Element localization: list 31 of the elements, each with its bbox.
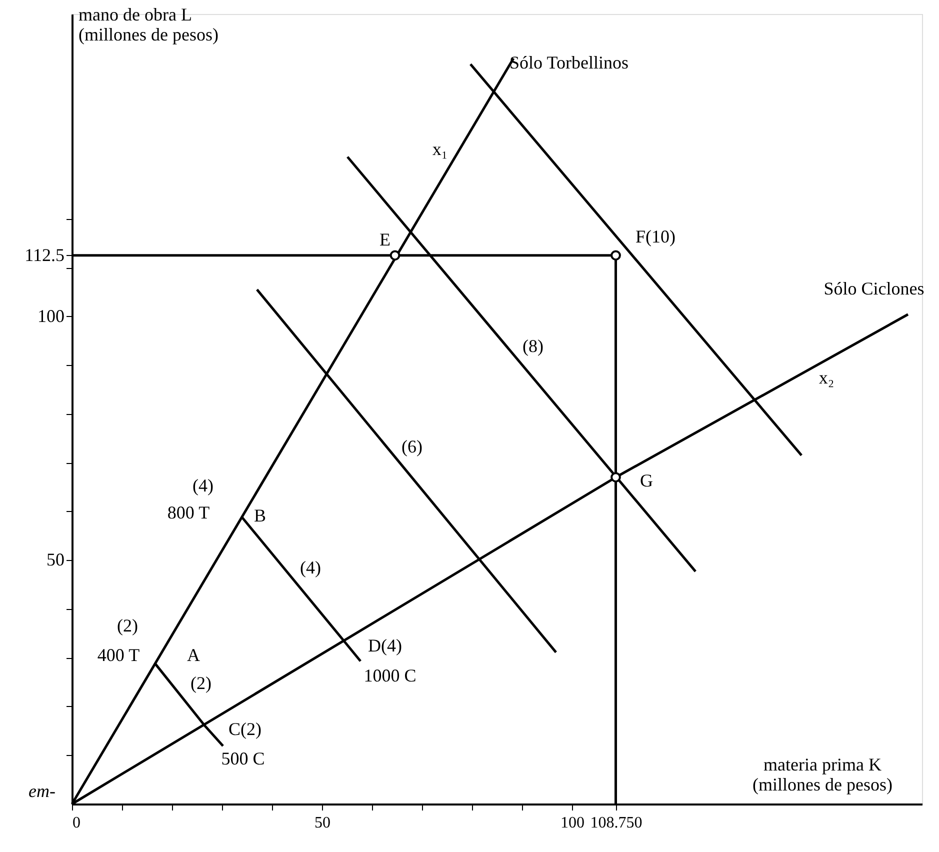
x-tick-label: 100 <box>560 814 584 832</box>
x-tick-label: 0 <box>72 814 80 832</box>
annotation: 800 T <box>167 502 210 522</box>
annotation: (4) <box>300 557 321 578</box>
annotation: G <box>640 470 653 491</box>
annotation: D(4) <box>368 635 402 656</box>
y-axis-title: mano de obra L (millones de pesos) <box>78 4 218 44</box>
annotation: (8) <box>522 336 544 356</box>
x-tick-label: 108.750 <box>590 814 642 832</box>
y-tick-label: 100 <box>38 306 64 326</box>
annotation: B <box>254 505 266 526</box>
annotation: (6) <box>402 436 422 457</box>
annotation: C(2) <box>228 718 262 739</box>
x-tick-label: 50 <box>314 814 330 832</box>
y-tick-label: 50 <box>46 550 64 570</box>
annotation: Sólo Torbellinos <box>510 52 628 72</box>
text: em- <box>28 781 56 801</box>
y-tick-label: 112.5 <box>24 244 64 265</box>
annotation: F(10) <box>636 226 676 246</box>
annotation: (2) <box>117 615 138 636</box>
annotation: 1000 C <box>364 666 416 686</box>
annotation: E <box>380 229 390 250</box>
annotation: Sólo Ciclones <box>824 278 924 299</box>
annotation: x₂ <box>818 367 834 388</box>
annotation: x₁ <box>432 139 448 160</box>
annotation: 400 T <box>97 645 140 666</box>
annotation: (4) <box>192 476 214 496</box>
x-axis-title: materia prima K (millones de pesos) <box>752 754 892 794</box>
annotation: A <box>187 645 200 666</box>
annotation: (2) <box>190 673 212 694</box>
annotation: 500 C <box>221 748 265 769</box>
